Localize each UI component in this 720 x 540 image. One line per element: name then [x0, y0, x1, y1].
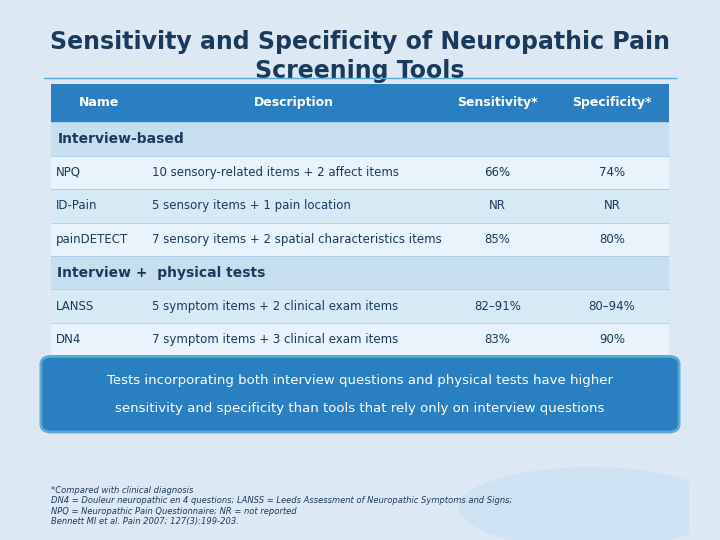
FancyBboxPatch shape: [441, 323, 555, 356]
FancyBboxPatch shape: [50, 323, 147, 356]
FancyBboxPatch shape: [441, 222, 555, 256]
Text: 80–94%: 80–94%: [589, 300, 636, 313]
Text: 74%: 74%: [599, 166, 625, 179]
FancyBboxPatch shape: [147, 323, 441, 356]
Text: Specificity*: Specificity*: [572, 97, 652, 110]
FancyBboxPatch shape: [50, 289, 147, 323]
FancyBboxPatch shape: [555, 156, 670, 189]
Text: 80%: 80%: [599, 233, 625, 246]
FancyBboxPatch shape: [441, 289, 555, 323]
Text: NPQ: NPQ: [56, 166, 81, 179]
Text: sensitivity and specificity than tools that rely only on interview questions: sensitivity and specificity than tools t…: [115, 402, 605, 415]
FancyBboxPatch shape: [441, 84, 555, 122]
Text: 7 symptom items + 3 clinical exam items: 7 symptom items + 3 clinical exam items: [152, 333, 398, 346]
Text: 7 sensory items + 2 spatial characteristics items: 7 sensory items + 2 spatial characterist…: [152, 233, 441, 246]
Ellipse shape: [459, 467, 720, 540]
Text: *Compared with clinical diagnosis
DN4 = Douleur neuropathic en 4 questions; LANS: *Compared with clinical diagnosis DN4 = …: [50, 486, 512, 526]
Text: Interview +  physical tests: Interview + physical tests: [58, 266, 266, 280]
FancyBboxPatch shape: [555, 84, 670, 122]
Text: ID-Pain: ID-Pain: [56, 199, 97, 212]
Text: Sensitivity*: Sensitivity*: [457, 97, 538, 110]
Text: Name: Name: [78, 97, 119, 110]
Text: DN4: DN4: [56, 333, 81, 346]
Text: NR: NR: [489, 199, 506, 212]
Text: 5 sensory items + 1 pain location: 5 sensory items + 1 pain location: [152, 199, 351, 212]
Text: LANSS: LANSS: [56, 300, 94, 313]
FancyBboxPatch shape: [147, 289, 441, 323]
FancyBboxPatch shape: [50, 84, 147, 122]
Text: painDETECT: painDETECT: [56, 233, 128, 246]
Text: 82–91%: 82–91%: [474, 300, 521, 313]
FancyBboxPatch shape: [555, 189, 670, 222]
FancyBboxPatch shape: [555, 222, 670, 256]
FancyBboxPatch shape: [147, 189, 441, 222]
Text: 83%: 83%: [485, 333, 510, 346]
Text: Tests incorporating both interview questions and physical tests have higher: Tests incorporating both interview quest…: [107, 374, 613, 387]
Text: 5 symptom items + 2 clinical exam items: 5 symptom items + 2 clinical exam items: [152, 300, 398, 313]
FancyBboxPatch shape: [147, 84, 441, 122]
FancyBboxPatch shape: [555, 289, 670, 323]
FancyBboxPatch shape: [50, 256, 670, 289]
FancyBboxPatch shape: [50, 156, 147, 189]
Text: Sensitivity and Specificity of Neuropathic Pain
Screening Tools: Sensitivity and Specificity of Neuropath…: [50, 30, 670, 83]
Text: Interview-based: Interview-based: [58, 132, 184, 146]
FancyBboxPatch shape: [441, 189, 555, 222]
Text: 90%: 90%: [599, 333, 625, 346]
FancyBboxPatch shape: [441, 156, 555, 189]
FancyBboxPatch shape: [50, 122, 670, 156]
Text: 66%: 66%: [485, 166, 510, 179]
FancyBboxPatch shape: [50, 222, 147, 256]
Text: 85%: 85%: [485, 233, 510, 246]
FancyBboxPatch shape: [147, 222, 441, 256]
Text: NR: NR: [603, 199, 621, 212]
FancyBboxPatch shape: [50, 189, 147, 222]
Text: Description: Description: [253, 97, 333, 110]
FancyBboxPatch shape: [41, 356, 679, 432]
Text: 10 sensory-related items + 2 affect items: 10 sensory-related items + 2 affect item…: [152, 166, 399, 179]
FancyBboxPatch shape: [147, 156, 441, 189]
FancyBboxPatch shape: [555, 323, 670, 356]
